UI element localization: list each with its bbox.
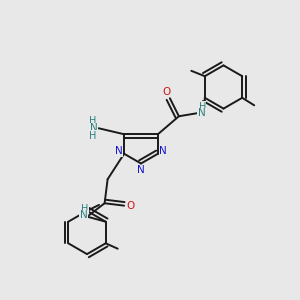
Text: N: N [137, 165, 145, 175]
Text: N: N [197, 108, 205, 118]
Text: N: N [80, 210, 88, 220]
Text: O: O [163, 87, 171, 97]
Text: N: N [90, 123, 98, 133]
Text: H: H [89, 131, 96, 141]
Text: N: N [159, 146, 167, 156]
Text: H: H [81, 204, 89, 214]
Text: N: N [115, 146, 123, 156]
Text: O: O [127, 201, 135, 211]
Text: H: H [89, 116, 96, 126]
Text: H: H [199, 102, 206, 112]
